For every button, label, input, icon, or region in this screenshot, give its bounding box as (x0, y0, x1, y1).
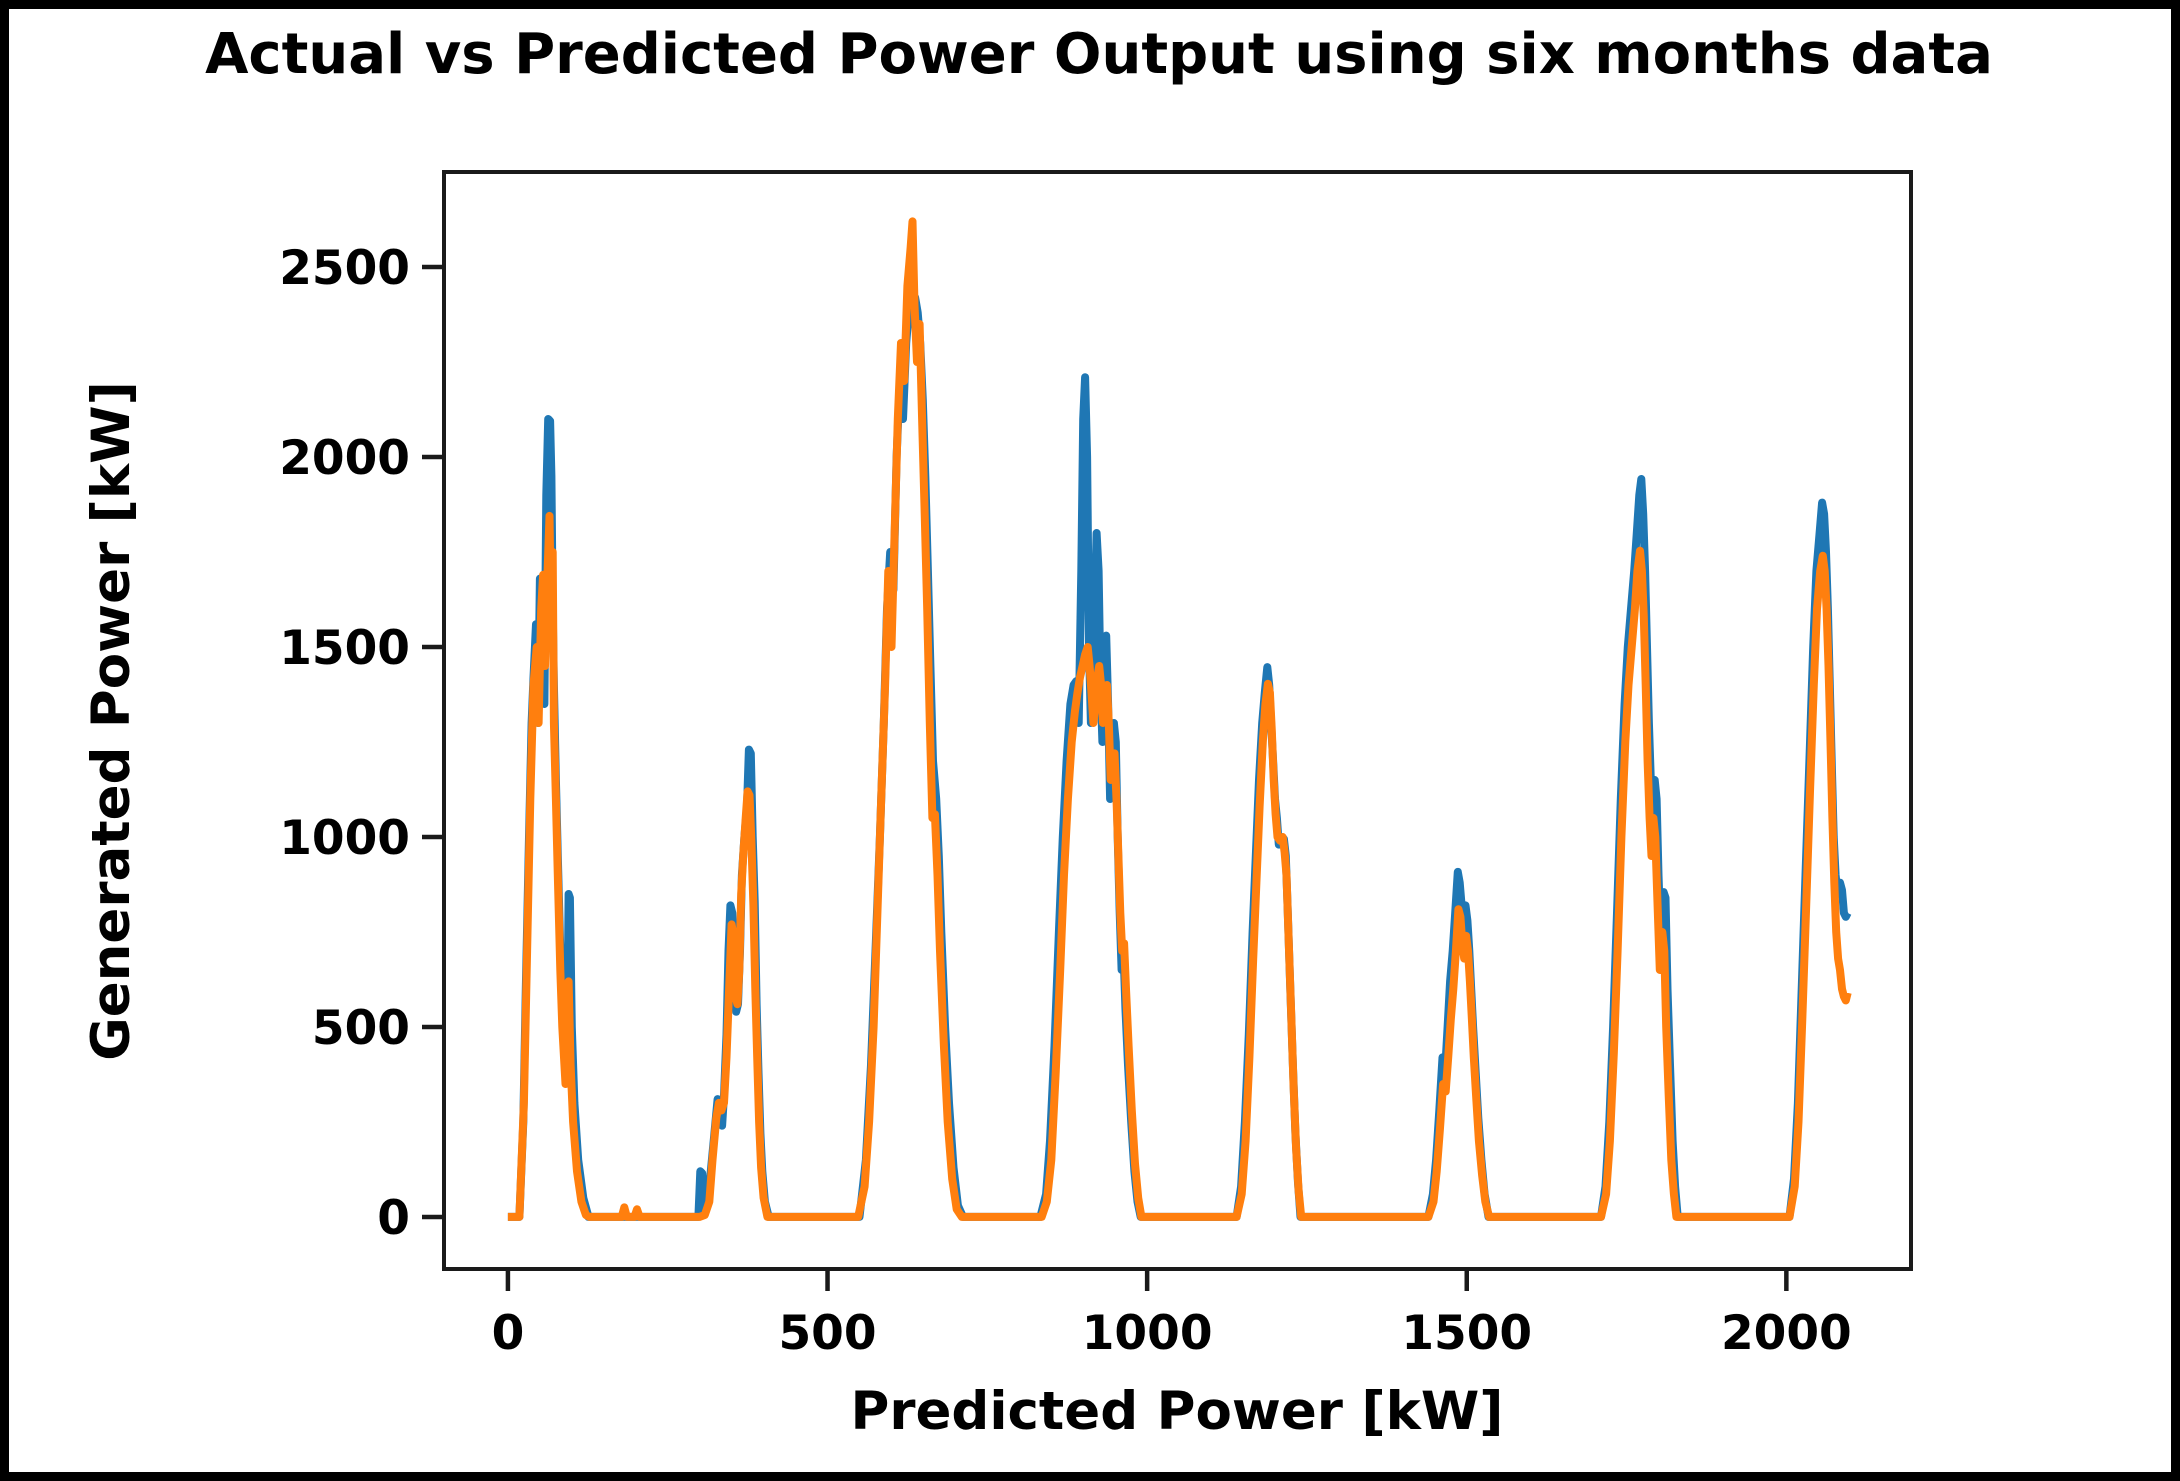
x-axis-label: Predicted Power [kW] (850, 1381, 1503, 1442)
y-tick-label: 1000 (279, 811, 410, 866)
x-tick-label: 1500 (1401, 1306, 1532, 1361)
predicted-series-line (507, 217, 1852, 1221)
line-chart: Actual vs Predicted Power Output using s… (81, 22, 1993, 1442)
x-tick-label: 500 (778, 1306, 876, 1361)
x-tick-label: 0 (492, 1306, 525, 1361)
y-tick-label: 0 (377, 1191, 410, 1246)
chart-title: Actual vs Predicted Power Output using s… (205, 22, 1993, 87)
series-group (507, 217, 1852, 1221)
y-tick-label: 500 (312, 1001, 410, 1056)
x-tick-label: 1000 (1082, 1306, 1213, 1361)
axes-box (442, 170, 1913, 1271)
y-tick-label: 1500 (279, 621, 410, 676)
y-tick-label: 2000 (279, 431, 410, 486)
ticks-group: 0 500 1000 1500 2000 0 500 1000 1500 2000 2500 (279, 241, 1852, 1361)
y-tick-label: 2500 (279, 241, 410, 296)
actual-series-line (507, 293, 1852, 1221)
y-axis-label: Generated Power [kW] (81, 381, 142, 1061)
x-tick-label: 2000 (1721, 1306, 1852, 1361)
